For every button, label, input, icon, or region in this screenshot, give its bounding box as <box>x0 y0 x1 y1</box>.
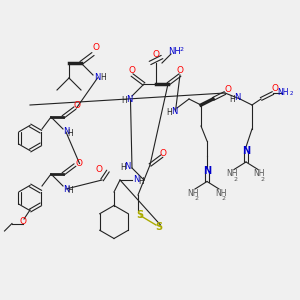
Text: O: O <box>76 159 83 168</box>
Text: N: N <box>94 74 101 82</box>
Text: H: H <box>167 108 172 117</box>
Text: 2: 2 <box>260 177 265 182</box>
Text: O: O <box>128 66 136 75</box>
Text: H: H <box>138 177 144 186</box>
Text: S: S <box>155 221 163 232</box>
Text: O: O <box>73 100 80 109</box>
Text: NH: NH <box>168 46 180 56</box>
Text: NH: NH <box>278 88 289 98</box>
Text: H: H <box>68 186 74 195</box>
Text: N: N <box>242 146 250 157</box>
Text: H: H <box>230 94 236 103</box>
Text: O: O <box>19 217 26 226</box>
Text: O: O <box>224 85 232 94</box>
Text: N: N <box>63 128 69 136</box>
Text: 2: 2 <box>233 177 238 182</box>
Text: H: H <box>120 164 126 172</box>
Text: H: H <box>122 96 128 105</box>
Text: N: N <box>203 166 211 176</box>
Text: NH: NH <box>188 189 199 198</box>
Text: 2: 2 <box>194 196 199 201</box>
Text: 2: 2 <box>179 47 184 52</box>
Text: O: O <box>92 44 100 52</box>
Text: N: N <box>234 93 240 102</box>
Text: O: O <box>176 66 184 75</box>
Text: N: N <box>124 162 131 171</box>
Text: NH: NH <box>227 169 238 178</box>
Text: H: H <box>100 74 106 82</box>
Text: O: O <box>160 148 167 158</box>
Text: O: O <box>271 84 278 93</box>
Text: N: N <box>63 184 69 194</box>
Text: 2: 2 <box>221 196 226 201</box>
Text: H: H <box>68 129 74 138</box>
Text: 2: 2 <box>289 91 293 96</box>
Text: N: N <box>133 176 140 184</box>
Text: N: N <box>171 106 177 116</box>
Text: NH: NH <box>215 189 226 198</box>
Text: NH: NH <box>254 169 265 178</box>
Text: O: O <box>95 165 103 174</box>
Text: O: O <box>152 50 160 58</box>
Text: N: N <box>126 94 132 103</box>
Text: S: S <box>136 209 143 220</box>
